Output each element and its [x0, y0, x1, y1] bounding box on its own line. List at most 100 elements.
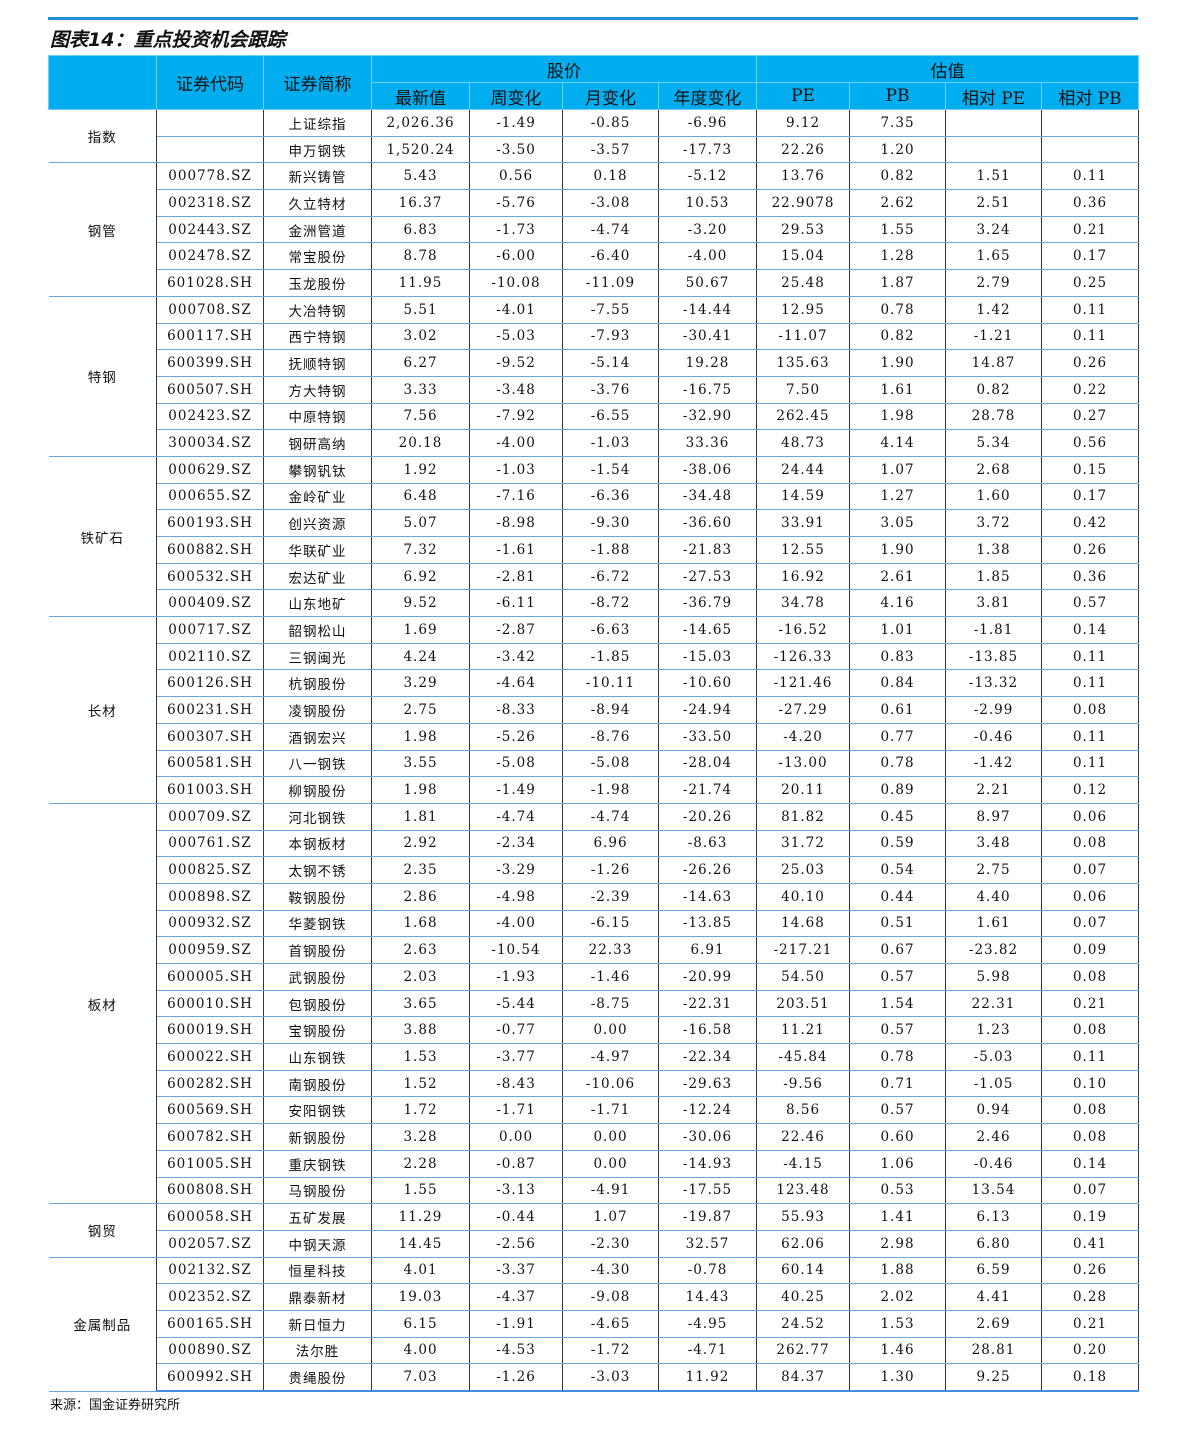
table-cell: 25.48 — [756, 269, 850, 297]
table-cell: 1.55 — [849, 216, 946, 244]
table-cell: -3.57 — [562, 136, 659, 164]
table-cell: 55.93 — [756, 1203, 850, 1231]
table-cell: 武钢股份 — [263, 963, 372, 991]
table-cell: 000890.SZ — [156, 1337, 264, 1365]
table-cell: 钢研高纳 — [263, 429, 372, 457]
table-cell: 600165.SH — [156, 1310, 264, 1338]
table-cell: 河北钢铁 — [263, 803, 372, 831]
table-cell: 7.56 — [371, 403, 470, 431]
table-cell: 1.38 — [945, 536, 1042, 564]
table-cell: -1.93 — [469, 963, 563, 991]
table-cell: -1.71 — [562, 1096, 659, 1125]
header-category — [48, 55, 157, 110]
table-cell: 0.71 — [849, 1070, 946, 1098]
table-row: 000655.SZ 金岭矿业 6.48 -7.16 -6.36 -34.48 14.59 1.… — [49, 483, 1139, 511]
table-cell: 0.00 — [469, 1123, 563, 1151]
table-cell: 1.52 — [371, 1070, 470, 1098]
table-cell: 6.15 — [371, 1310, 470, 1338]
table-cell: 4.41 — [945, 1283, 1042, 1311]
table-cell: -5.76 — [469, 189, 563, 217]
table-cell: 002478.SZ — [156, 242, 264, 271]
table-cell: 0.15 — [1041, 456, 1139, 484]
table-cell: -1.21 — [945, 323, 1042, 351]
table-cell: 33.91 — [756, 509, 850, 537]
table-row: 000898.SZ 鞍钢股份 2.86 -4.98 -2.39 -14.63 40.10 0.… — [49, 883, 1139, 911]
table-cell: 0.11 — [1041, 643, 1139, 671]
table-cell: -19.87 — [658, 1203, 757, 1231]
table-cell: 杭钢股份 — [263, 669, 372, 698]
table-cell: 1.20 — [849, 136, 946, 164]
table-cell: 600231.SH — [156, 696, 264, 724]
table-cell: -1.46 — [562, 963, 659, 991]
table-cell: 0.11 — [1041, 1043, 1139, 1071]
table-row: 000761.SZ 本钢板材 2.92 -2.34 6.96 -8.63 31.72 0.59… — [49, 830, 1139, 858]
table-cell: 0.11 — [1041, 723, 1139, 751]
table-cell: 0.57 — [849, 963, 946, 991]
table-cell: 1.98 — [849, 403, 946, 431]
table-cell: -1.49 — [469, 776, 563, 804]
table-cell: 262.45 — [756, 403, 850, 431]
table-row: 申万钢铁 1,520.24 -3.50 -3.57 -17.73 22.26 1.20 — [49, 136, 1139, 164]
table-cell: -217.21 — [756, 936, 850, 964]
table-cell: 0.59 — [849, 830, 946, 858]
table-cell: -4.65 — [562, 1310, 659, 1338]
table-cell: -3.42 — [469, 643, 563, 671]
table-cell: 1.01 — [849, 616, 946, 644]
table-cell: 金洲管道 — [263, 216, 372, 244]
table-cell: 0.11 — [1041, 750, 1139, 778]
table-cell: -16.58 — [658, 1016, 757, 1045]
table-row: 600019.SH 宝钢股份 3.88 -0.77 0.00 -16.58 11.21 0.5… — [49, 1016, 1139, 1045]
table-cell: 0.07 — [1041, 856, 1139, 884]
table-cell: 0.83 — [849, 643, 946, 671]
table-cell: 6.92 — [371, 563, 470, 591]
table-cell: -30.41 — [658, 323, 757, 351]
table-cell: 1.42 — [945, 296, 1042, 324]
table-row: 000959.SZ 首钢股份 2.63 -10.54 22.33 6.91 -217.21 0… — [49, 936, 1139, 964]
table-cell: 2.63 — [371, 936, 470, 964]
category-cell: 指数 — [48, 109, 157, 164]
table-cell: -5.08 — [469, 750, 563, 778]
table-cell: 2.86 — [371, 883, 470, 911]
table-row: 002352.SZ 鼎泰新材 19.03 -4.37 -9.08 14.43 40.25 2.… — [49, 1283, 1139, 1311]
table-cell: 2.02 — [849, 1283, 946, 1311]
table-cell: 马钢股份 — [263, 1177, 372, 1205]
table-cell: 0.89 — [849, 776, 946, 804]
table-cell: 7.03 — [371, 1363, 470, 1393]
table-cell: 中钢天源 — [263, 1230, 372, 1258]
table-cell: 20.11 — [756, 776, 850, 804]
table-cell: 1.55 — [371, 1177, 470, 1205]
table-cell: 0.21 — [1041, 990, 1139, 1018]
table-cell: 20.18 — [371, 429, 470, 457]
header-col: PE — [756, 82, 850, 110]
table-cell: 1.23 — [945, 1016, 1042, 1045]
table-cell: 2.68 — [945, 456, 1042, 484]
table-cell: 2.69 — [945, 1310, 1042, 1338]
table-cell: 15.04 — [756, 242, 850, 271]
table-cell: 6.27 — [371, 349, 470, 377]
table-cell: 135.63 — [756, 349, 850, 377]
table-cell: -22.34 — [658, 1043, 757, 1071]
table-cell: 新钢股份 — [263, 1123, 372, 1151]
table-row: 000890.SZ 法尔胜 4.00 -4.53 -1.72 -4.71 262.77 1.4… — [49, 1337, 1139, 1365]
table-cell: -6.36 — [562, 483, 659, 511]
table-cell: 3.24 — [945, 216, 1042, 244]
table-cell: 3.28 — [371, 1123, 470, 1151]
table-cell — [1041, 109, 1139, 137]
table-cell: 5.51 — [371, 296, 470, 324]
table-cell: 600022.SH — [156, 1043, 264, 1071]
table-cell: 11.29 — [371, 1203, 470, 1231]
table-cell: 玉龙股份 — [263, 269, 372, 297]
table-cell: 0.61 — [849, 696, 946, 724]
table-cell: 0.10 — [1041, 1070, 1139, 1098]
table-cell: -36.60 — [658, 509, 757, 537]
table-cell: -121.46 — [756, 669, 850, 698]
table-cell: 1.41 — [849, 1203, 946, 1231]
table-cell: 新日恒力 — [263, 1310, 372, 1338]
table-cell: -2.99 — [945, 696, 1042, 724]
table-cell: 6.80 — [945, 1230, 1042, 1258]
header-col: 相对 PE — [945, 82, 1042, 110]
table-cell: -3.13 — [469, 1177, 563, 1205]
table-cell: -0.87 — [469, 1150, 563, 1178]
table-cell: 9.25 — [945, 1363, 1042, 1393]
table-row: 600282.SH 南钢股份 1.52 -8.43 -10.06 -29.63 -9.56 0… — [49, 1070, 1139, 1098]
